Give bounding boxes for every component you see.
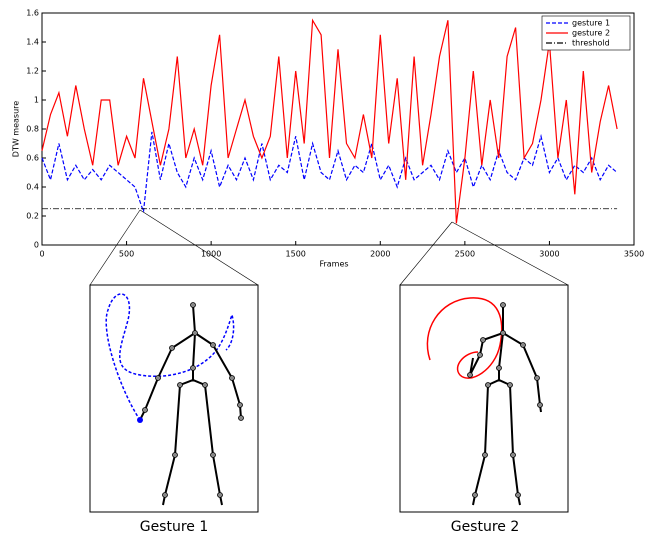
y-tick-label: 0.6 [26,154,39,163]
x-tick-label: 2500 [455,250,475,259]
connectors [89,209,569,286]
inset-label: Gesture 1 [140,519,209,535]
y-tick-label: 0.8 [26,125,39,134]
y-tick-label: 1.2 [26,67,39,76]
y-tick-label: 0.4 [26,183,39,192]
inset-1: Gesture 1 [89,284,259,535]
inset-label: Gesture 2 [451,519,520,535]
legend-label: gesture 1 [572,19,610,28]
y-axis-label: DTW measure [12,101,21,157]
y-tick-label: 1 [34,96,39,105]
series-line [41,131,618,212]
x-tick-label: 3000 [539,250,559,259]
x-axis-label: Frames [319,260,348,269]
y-tick-label: 0.2 [26,212,39,221]
x-tick-label: 500 [119,250,134,259]
legend-label: gesture 2 [572,29,610,38]
x-tick-label: 0 [39,250,44,259]
legend-label: threshold [572,39,610,48]
series-line [41,18,618,224]
x-tick-label: 1000 [201,250,221,259]
x-tick-label: 3500 [624,250,644,259]
y-tick-label: 1.4 [26,38,39,47]
y-tick-label: 1.6 [26,9,39,18]
plot: 0 0.2 0.4 0.6 0.8 1 1.2 1.4 1.6 0 500 1000 1500 2000 2… [26,9,644,259]
y-tick-label: 0 [34,241,39,250]
inset-2: Gesture 2 [399,284,569,535]
x-tick-label: 2000 [370,250,390,259]
x-tick-label: 1500 [286,250,306,259]
